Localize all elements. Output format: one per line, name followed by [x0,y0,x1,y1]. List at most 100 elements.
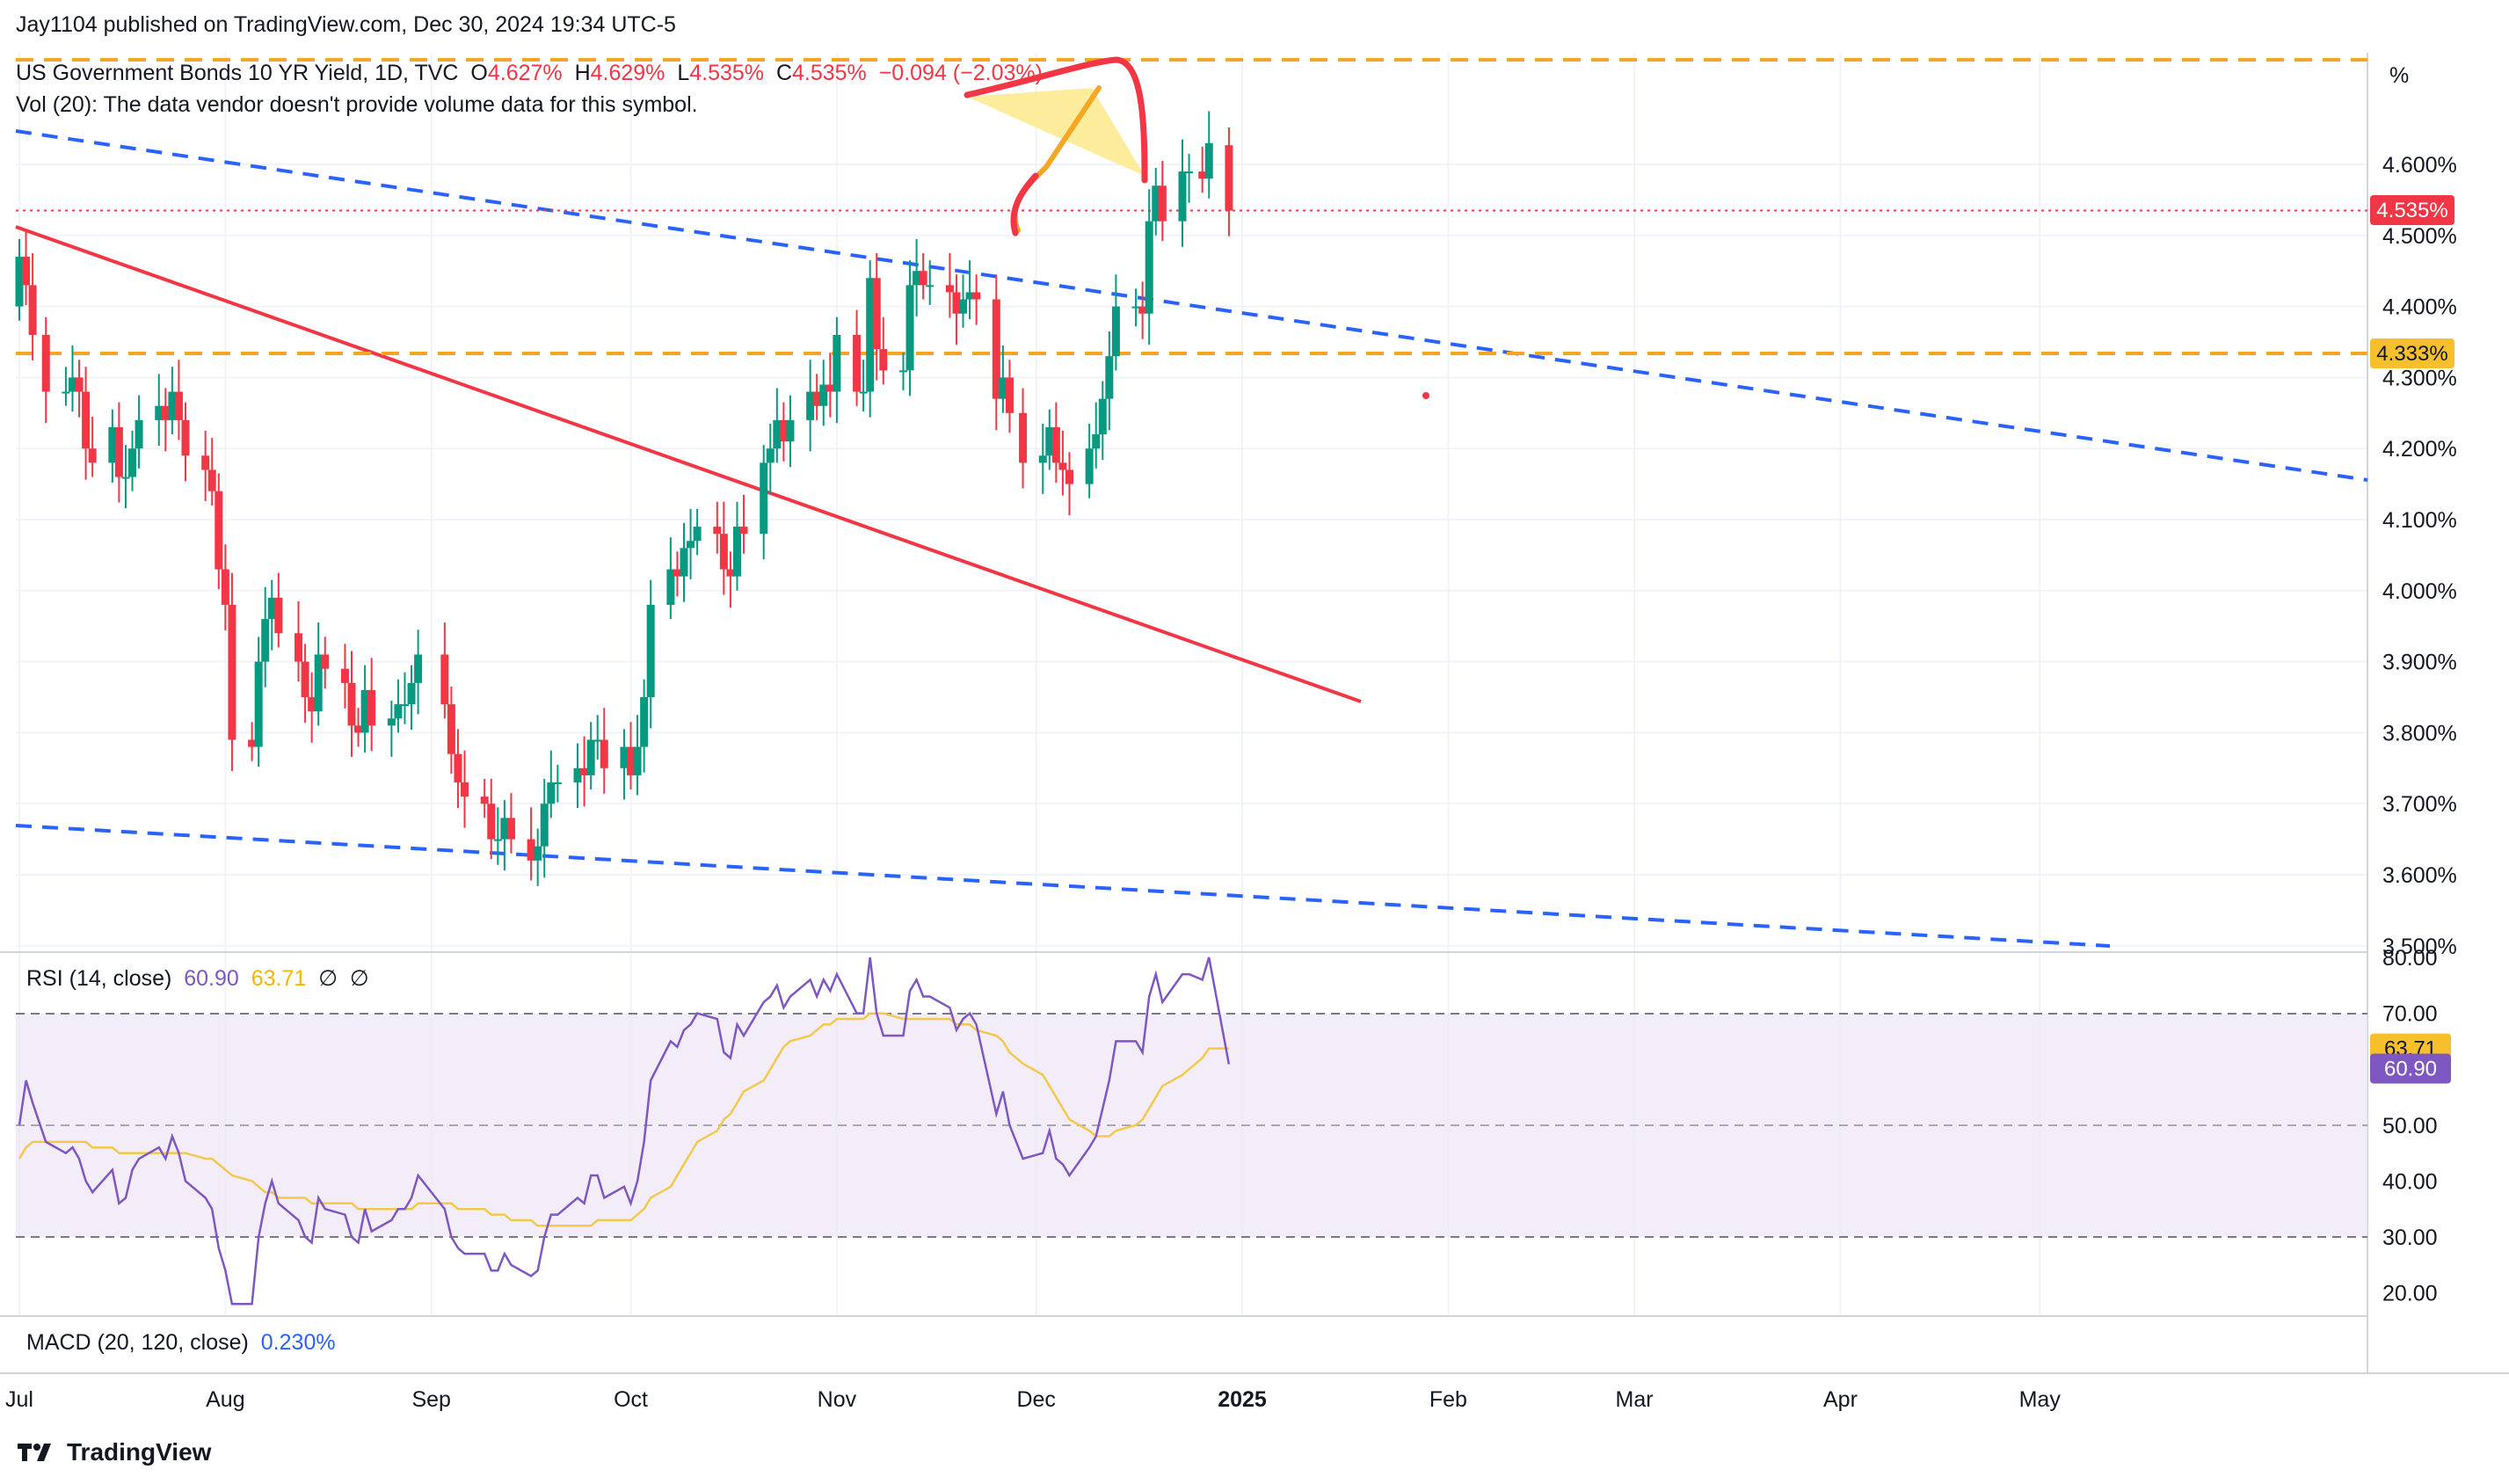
candle-body[interactable] [593,739,602,742]
candle-body[interactable] [168,391,177,420]
candle-body[interactable] [400,704,409,707]
candle-body[interactable] [88,448,97,463]
candle-body[interactable] [540,804,549,847]
candle-body[interactable] [859,391,868,394]
candle-body[interactable] [387,718,396,726]
candle-body[interactable] [1065,469,1073,484]
candle-body[interactable] [407,682,416,705]
candle-body[interactable] [228,604,236,740]
downtrend-line[interactable] [15,225,1362,703]
candle-body[interactable] [340,668,349,683]
rsi-legend[interactable]: RSI (14, close) 60.90 63.71 ∅ ∅ [26,965,369,992]
candle-body[interactable] [308,697,316,712]
candle-body[interactable] [135,419,143,449]
candle-body[interactable] [1045,426,1054,456]
candle-body[interactable] [640,697,649,747]
candle-body[interactable] [527,839,535,861]
candle-body[interactable] [547,782,556,804]
candle-body[interactable] [825,384,834,392]
candle-body[interactable] [487,804,496,840]
candle-body[interactable] [41,334,50,392]
upper-channel-line[interactable] [15,129,2368,482]
candle-body[interactable] [726,569,735,577]
candle-body[interactable] [254,661,263,747]
red-peak-annotation[interactable] [964,56,1148,184]
candle-body[interactable] [913,271,921,286]
candle-body[interactable] [1092,434,1101,449]
candle-body[interactable] [806,391,815,420]
candle-body[interactable] [128,448,137,477]
candle-body[interactable] [62,391,70,394]
candle-body[interactable] [819,384,828,406]
candle-body[interactable] [833,334,841,392]
candle-body[interactable] [1019,412,1028,463]
candle-body[interactable] [680,548,688,577]
candle-body[interactable] [573,767,582,782]
candle-body[interactable] [959,299,968,314]
candle-body[interactable] [1085,448,1094,484]
candle-body[interactable] [440,654,449,705]
candle-body[interactable] [1185,171,1194,174]
candle-body[interactable] [1204,142,1213,179]
candle-body[interactable] [506,818,515,840]
price-axis[interactable]: 4.600% 4.500% 4.400% 4.300% 4.200% 4.100% 4.00… [2382,153,2457,959]
candle-body[interactable] [1058,462,1067,470]
candle-body[interactable] [719,534,728,570]
highlight-triangle[interactable] [967,88,1145,176]
candle-body[interactable] [666,569,675,605]
candle-body[interactable] [267,597,276,620]
candle-body[interactable] [633,746,642,775]
candle-body[interactable] [1005,377,1014,413]
candle-body[interactable] [620,746,629,768]
candle-body[interactable] [905,285,914,371]
candle-body[interactable] [461,782,469,797]
candle-body[interactable] [1131,306,1140,309]
candle-body[interactable] [952,292,961,314]
candle-body[interactable] [1138,306,1147,314]
candle-body[interactable] [314,654,323,712]
candle-body[interactable] [500,818,509,840]
candle-body[interactable] [627,746,636,775]
candle-body[interactable] [108,426,117,463]
candle-body[interactable] [580,767,589,775]
symbol-title[interactable]: US Government Bonds 10 YR Yield, 1D, TVC [16,61,459,85]
candle-body[interactable] [853,334,862,392]
candle-body[interactable] [68,377,76,392]
candle-body[interactable] [926,285,935,287]
candle-body[interactable] [360,689,369,733]
rsi-ma-line[interactable] [18,1012,1229,1227]
candle-body[interactable] [786,419,795,442]
candle-body[interactable] [919,271,927,286]
candle-body[interactable] [872,278,881,350]
candle-body[interactable] [1198,171,1207,179]
candle-body[interactable] [394,704,403,719]
candle-body[interactable] [207,469,216,491]
candle-body[interactable] [174,391,183,420]
candle-body[interactable] [161,405,170,420]
candle-body[interactable] [221,569,229,605]
candle-body[interactable] [454,753,462,782]
candle-body[interactable] [274,597,283,634]
candle-body[interactable] [181,419,190,456]
time-axis[interactable]: Jul Aug Sep Oct Nov Dec 2025 Feb Mar Apr May [5,1387,2061,1412]
candle-body[interactable] [447,704,455,754]
candle-body[interactable] [534,846,542,861]
candle-body[interactable] [673,569,681,577]
candle-body[interactable] [739,527,748,535]
candle-body[interactable] [879,349,888,371]
candle-body[interactable] [114,426,123,477]
price-unit-label[interactable]: % [2389,63,2410,88]
candle-body[interactable] [155,405,164,420]
candle-body[interactable] [201,455,210,470]
lower-channel-line[interactable] [15,824,2111,948]
candle-body[interactable] [121,476,130,479]
candle-body[interactable] [301,661,309,697]
candle-body[interactable] [1152,186,1160,222]
candle-body[interactable] [414,654,423,683]
candle-body[interactable] [812,391,821,406]
candle-body[interactable] [215,491,223,570]
candle-body[interactable] [354,725,363,733]
macd-legend[interactable]: MACD (20, 120, close) 0.230% [26,1330,336,1356]
candle-body[interactable] [773,419,782,449]
